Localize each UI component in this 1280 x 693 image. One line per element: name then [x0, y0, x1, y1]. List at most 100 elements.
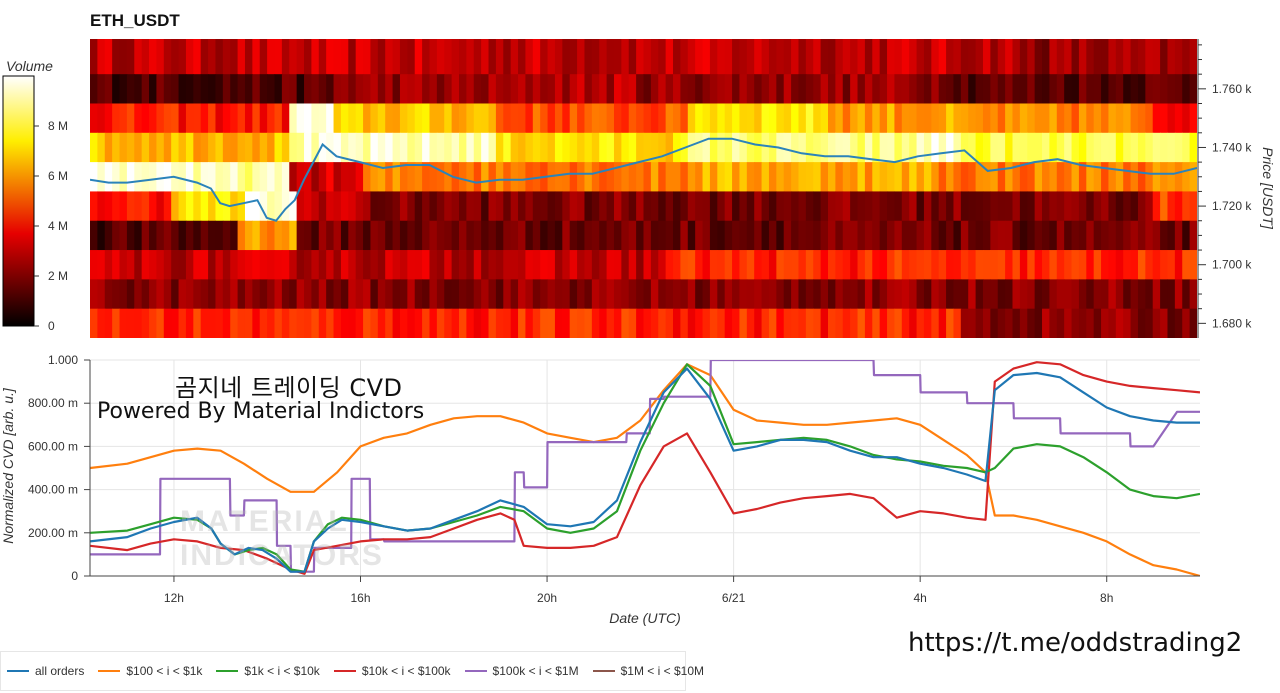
heatmap-cell: [259, 103, 268, 134]
heatmap-cell: [540, 191, 549, 222]
heatmap-cell: [584, 103, 593, 134]
heatmap-cell: [163, 39, 172, 75]
heatmap-cell: [960, 39, 969, 75]
legend-item[interactable]: all orders: [7, 664, 84, 678]
heatmap-cell: [909, 308, 918, 338]
heatmap-cell: [259, 162, 268, 192]
heatmap-cell: [569, 250, 578, 280]
heatmap-cell: [1145, 250, 1154, 280]
heatmap-cell: [399, 74, 408, 104]
legend-item[interactable]: $1k < i < $10k: [216, 664, 320, 678]
heatmap-cell: [518, 308, 527, 338]
heatmap-cell: [805, 103, 814, 134]
heatmap-cell: [695, 279, 704, 310]
heatmap-cell: [621, 191, 630, 222]
heatmap-cell: [761, 103, 770, 134]
heatmap-cell: [259, 191, 268, 222]
heatmap-cell: [813, 250, 822, 280]
legend-item[interactable]: $1M < i < $10M: [592, 664, 704, 678]
heatmap-cell: [185, 74, 194, 104]
heatmap-cell: [444, 220, 453, 251]
heatmap-cell: [355, 132, 364, 163]
heatmap-cell: [1071, 103, 1080, 134]
heatmap-cell: [732, 220, 741, 251]
heatmap-cell: [872, 191, 881, 222]
heatmap-cell: [547, 308, 556, 338]
heatmap-cell: [525, 162, 534, 192]
heatmap-cell: [1027, 74, 1036, 104]
heatmap-cell: [1189, 162, 1197, 192]
heatmap-cell: [318, 103, 327, 134]
heatmap-cell: [739, 132, 748, 163]
heatmap-cell: [606, 279, 615, 310]
heatmap-cell: [864, 308, 873, 338]
heatmap-cell: [1056, 103, 1065, 134]
y-tick-label: 0: [71, 569, 78, 583]
heatmap-cell: [296, 191, 305, 222]
heatmap-cell: [459, 191, 467, 222]
legend-swatch: [7, 670, 29, 672]
heatmap-cell: [163, 308, 172, 338]
heatmap-cell: [289, 220, 298, 251]
heatmap-cell: [392, 191, 401, 222]
heatmap-cell: [650, 220, 659, 251]
heatmap-cell: [104, 162, 113, 192]
heatmap-cell: [466, 103, 475, 134]
heatmap-cell: [1078, 308, 1087, 338]
heatmap-cell: [222, 250, 231, 280]
colorbar-ticks: 02 M4 M6 M8 M: [34, 119, 68, 333]
x-tick-label: 16h: [350, 591, 370, 605]
heatmap-cell: [340, 250, 349, 280]
heatmap-cell: [1049, 103, 1058, 134]
heatmap-cell: [857, 132, 866, 163]
heatmap-cell: [90, 191, 98, 222]
heatmap-cell: [1064, 103, 1073, 134]
legend-item[interactable]: $100 < i < $1k: [98, 664, 202, 678]
heatmap-cell: [289, 191, 298, 222]
heatmap-cell: [872, 220, 881, 251]
heatmap-cell: [495, 74, 504, 104]
heatmap-cell: [208, 162, 217, 192]
heatmap-cell: [510, 191, 519, 222]
heatmap-cell: [200, 250, 209, 280]
telegram-link[interactable]: https://t.me/oddstrading2: [908, 628, 1243, 658]
heatmap-cell: [835, 191, 844, 222]
heatmap-cell: [923, 39, 932, 75]
heatmap-cell: [252, 74, 261, 104]
heatmap-cell: [1005, 162, 1014, 192]
heatmap-cell: [141, 132, 150, 163]
heatmap-cell: [348, 250, 357, 280]
heatmap-cell: [820, 132, 829, 163]
heatmap-cell: [923, 132, 932, 163]
heatmap-cell: [340, 162, 349, 192]
heatmap-cell: [208, 191, 217, 222]
heatmap-cell: [650, 308, 659, 338]
heatmap-cell: [252, 191, 261, 222]
heatmap-cell: [525, 279, 534, 310]
heatmap-cell: [828, 279, 836, 310]
heatmap-cell: [259, 132, 268, 163]
heatmap-cell: [1152, 39, 1161, 75]
heatmap-cell: [916, 74, 925, 104]
heatmap-cell: [864, 162, 873, 192]
heatmap-cell: [1137, 132, 1146, 163]
heatmap-cell: [887, 74, 896, 104]
heatmap-cell: [1049, 191, 1058, 222]
heatmap-cell: [429, 39, 438, 75]
heatmap-cell: [783, 279, 792, 310]
heatmap-cell: [230, 39, 239, 75]
heatmap-cell: [333, 250, 342, 280]
legend-item[interactable]: $10k < i < $100k: [333, 664, 451, 678]
heatmap-cell: [901, 103, 910, 134]
heatmap-cell: [968, 74, 977, 104]
heatmap-cell: [156, 308, 165, 338]
heatmap-cell: [178, 74, 187, 104]
heatmap-cell: [887, 39, 896, 75]
heatmap-cell: [1071, 250, 1080, 280]
heatmap-cell: [355, 162, 364, 192]
cvd-series-line: [90, 363, 1200, 573]
heatmap-cell: [488, 220, 497, 251]
heatmap-cell: [643, 162, 652, 192]
legend-item[interactable]: $100k < i < $1M: [464, 664, 579, 678]
heatmap-cell: [392, 132, 401, 163]
